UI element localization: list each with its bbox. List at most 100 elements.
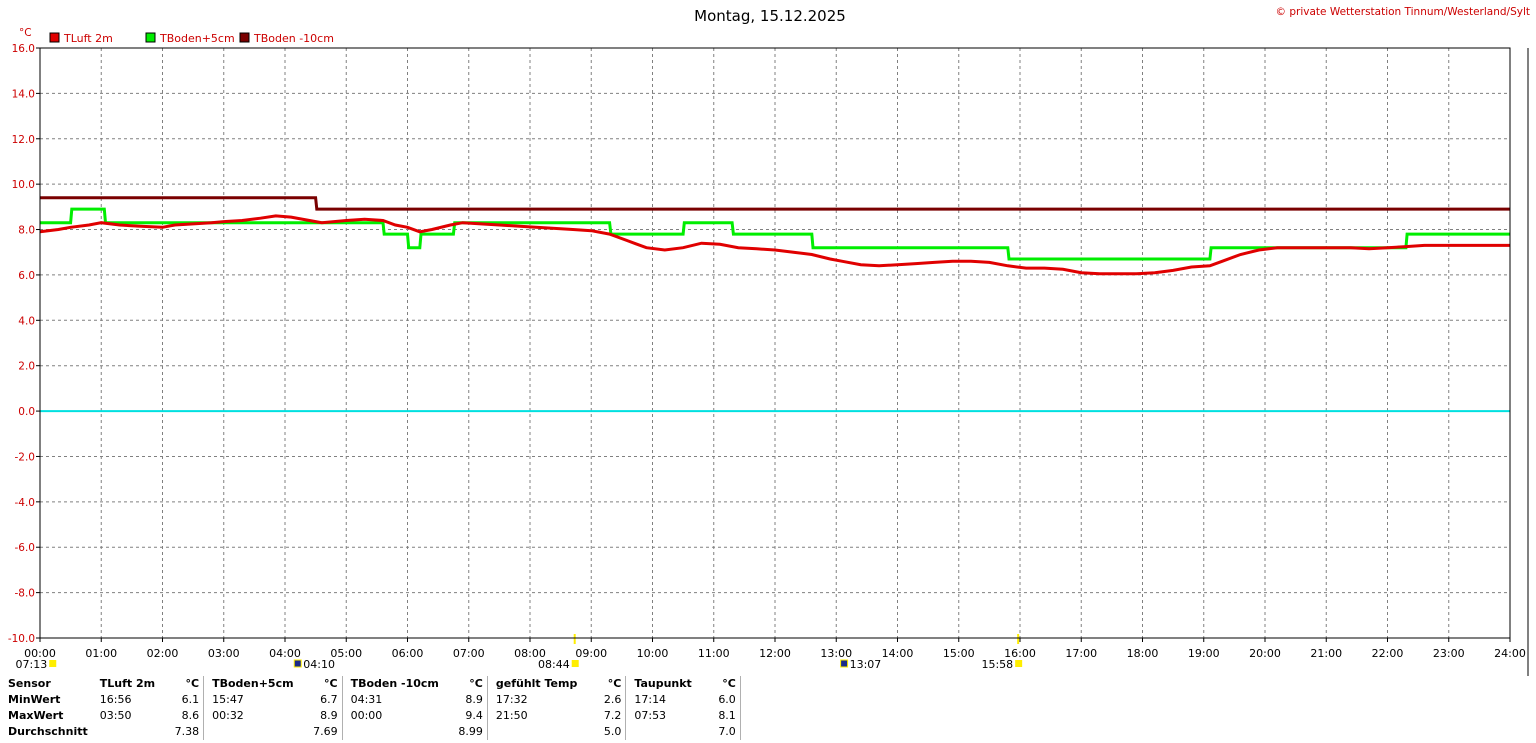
- stats-avg-value: 8.99: [442, 724, 488, 740]
- stats-min-time: 15:47: [212, 693, 244, 706]
- stats-max-row: MaxWert 03:50 8.6 00:32 8.9 00:00 9.4 21…: [4, 708, 741, 724]
- y-tick-label: -10.0: [8, 633, 35, 645]
- x-tick-label: 11:00: [698, 647, 730, 660]
- x-tick-label: 24:00: [1494, 647, 1526, 660]
- legend-label: TBoden -10cm: [253, 32, 334, 45]
- series-layer: [39, 196, 1510, 413]
- x-tick-label: 21:00: [1310, 647, 1342, 660]
- x-tick-label: 00:00: [24, 647, 56, 660]
- stats-col-name: TLuft 2m: [99, 677, 156, 690]
- sun-icon: [49, 660, 57, 667]
- stats-max-time: 00:32: [212, 709, 244, 722]
- stats-row-label: MaxWert: [8, 709, 64, 722]
- moon-icon: [840, 659, 849, 668]
- grid: [40, 48, 1510, 638]
- stats-max-time: 07:53: [634, 709, 667, 722]
- y-tick-label: -2.0: [15, 451, 36, 463]
- stats-header-row: Sensor TLuft 2m °C TBoden+5cm °C TBoden …: [4, 676, 741, 692]
- x-tick-label: 18:00: [1127, 647, 1159, 660]
- y-tick-label: 2.0: [18, 361, 35, 373]
- y-axis: 16.0 14.0 12.0 10.0 8.0 6.0 4.0 2.0 0.0 -2.0 -4.0 -…: [8, 43, 40, 645]
- stats-row-label: MinWert: [8, 693, 61, 706]
- stats-max-value: 8.1: [695, 708, 741, 724]
- x-tick-label: 12:00: [759, 647, 791, 660]
- y-tick-label: 12.0: [12, 134, 35, 146]
- stats-col-name: Taupunkt: [634, 677, 692, 690]
- stats-min-value: 6.1: [159, 692, 205, 708]
- stats-avg-spacer: [342, 724, 443, 740]
- y-tick-label: 8.0: [18, 225, 35, 237]
- stats-max-time: 03:50: [99, 709, 132, 722]
- x-tick-label: 09:00: [575, 647, 607, 660]
- stats-max-value: 7.2: [581, 708, 627, 724]
- x-tick-label: 15:00: [943, 647, 975, 660]
- stats-table: Sensor TLuft 2m °C TBoden+5cm °C TBoden …: [4, 676, 741, 740]
- x-tick-label: 23:00: [1433, 647, 1465, 660]
- stats-min-time: 17:32: [495, 693, 528, 706]
- temperature-chart: Montag, 15.12.2025 © private Wetterstati…: [8, 6, 1530, 676]
- stats-min-time: 16:56: [99, 693, 132, 706]
- stats-avg-spacer: [92, 724, 159, 740]
- stats-avg-spacer: [626, 724, 696, 740]
- x-tick-label: 08:00: [514, 647, 546, 660]
- sun-icon: [1015, 660, 1023, 667]
- x-tick-label: 02:00: [147, 647, 179, 660]
- x-tick-label: 06:00: [392, 647, 424, 660]
- x-tick-label: 01:00: [85, 647, 117, 660]
- stats-max-value: 9.4: [442, 708, 488, 724]
- stats-max-value: 8.9: [297, 708, 343, 724]
- x-tick-label: 05:00: [330, 647, 362, 660]
- series-line-0: [39, 214, 1510, 276]
- legend-swatch: [239, 32, 250, 43]
- moon-icon: [293, 659, 302, 668]
- stats-col-unit: °C: [695, 676, 741, 692]
- chart-title: Montag, 15.12.2025: [694, 7, 846, 25]
- stats-col-unit: °C: [159, 676, 205, 692]
- astro-time-label: 13:07: [850, 658, 882, 671]
- x-tick-label: 14:00: [882, 647, 914, 660]
- y-tick-label: -4.0: [15, 497, 36, 509]
- stats-avg-value: 5.0: [581, 724, 627, 740]
- stats-col-unit: °C: [442, 676, 488, 692]
- copyright-text: © private Wetterstation Tinnum/Westerlan…: [1276, 6, 1530, 18]
- y-tick-label: 0.0: [18, 406, 35, 418]
- stats-col-name: TBoden -10cm: [350, 677, 439, 690]
- x-tick-label: 20:00: [1249, 647, 1281, 660]
- stats-max-time: 00:00: [350, 709, 383, 722]
- stats-max-time: 21:50: [495, 709, 528, 722]
- legend: TLuft 2m TBoden+5cm TBoden -10cm: [49, 32, 334, 45]
- x-tick-label: 17:00: [1065, 647, 1097, 660]
- y-tick-label: 10.0: [12, 179, 35, 191]
- x-tick-label: 19:00: [1188, 647, 1220, 660]
- y-tick-label: 14.0: [12, 88, 35, 100]
- stats-avg-spacer: [487, 724, 581, 740]
- y-tick-label: 4.0: [18, 315, 35, 327]
- legend-label: TBoden+5cm: [159, 32, 235, 45]
- stats-min-value: 2.6: [581, 692, 627, 708]
- stats-col-name: TBoden+5cm: [212, 677, 294, 690]
- y-tick-label: -8.0: [15, 588, 36, 600]
- astro-time-label: 15:58: [981, 658, 1013, 671]
- stats-avg-value: 7.38: [159, 724, 205, 740]
- y-tick-label: 16.0: [12, 43, 35, 55]
- x-tick-label: 16:00: [1004, 647, 1036, 660]
- stats-col-unit: °C: [297, 676, 343, 692]
- stats-avg-value: 7.0: [695, 724, 741, 740]
- astro-time-label: 08:44: [538, 658, 570, 671]
- x-tick-label: 10:00: [637, 647, 669, 660]
- stats-min-time: 04:31: [350, 693, 383, 706]
- stats-col-name: gefühlt Temp: [495, 677, 578, 690]
- y-tick-label: 6.0: [18, 270, 35, 282]
- stats-min-value: 8.9: [442, 692, 488, 708]
- stats-min-value: 6.7: [297, 692, 343, 708]
- legend-label: TLuft 2m: [63, 32, 113, 45]
- astro-time-label: 04:10: [303, 658, 335, 671]
- stats-max-value: 8.6: [159, 708, 205, 724]
- astro-time-label: 07:13: [16, 658, 48, 671]
- stats-avg-row: Durchschnitt 7.38 7.69 8.99 5.0 7.0: [4, 724, 741, 740]
- x-axis: 00:00 01:00 02:00 03:00 04:00 05:00 06:00 07:00…: [24, 638, 1526, 660]
- stats-min-row: MinWert 16:56 6.1 15:47 6.7 04:31 8.9 17…: [4, 692, 741, 708]
- y-unit-label: °C: [19, 27, 32, 39]
- stats-col-unit: °C: [581, 676, 627, 692]
- y-tick-label: -6.0: [15, 542, 36, 554]
